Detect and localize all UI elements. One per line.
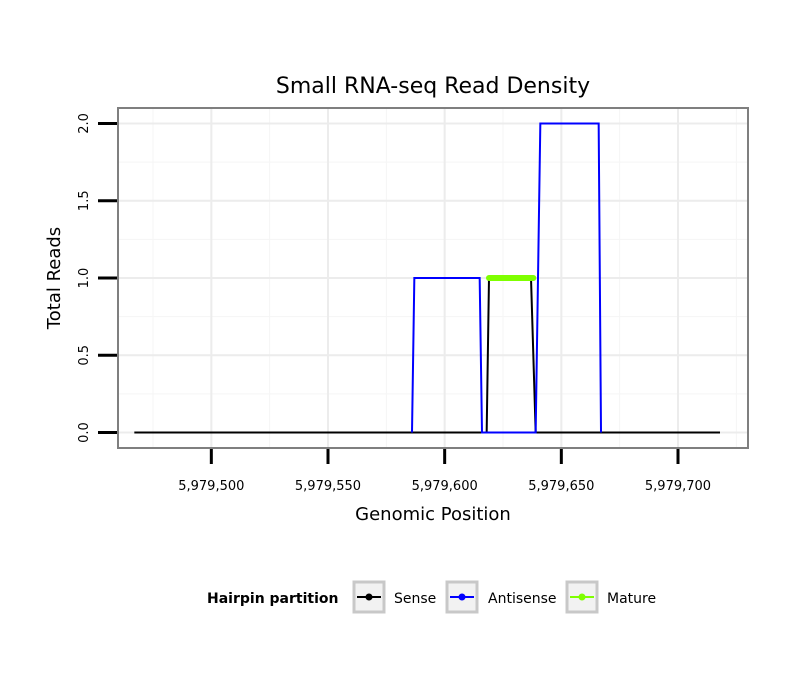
x-tick-label: 5,979,550 — [295, 479, 361, 494]
y-tick-label: 2.0 — [77, 113, 92, 134]
legend-item-mature: Mature — [565, 580, 656, 614]
y-axis: 0.0 0.5 1.0 1.5 2.0 — [77, 113, 118, 443]
panel-border — [117, 107, 749, 449]
x-axis-title: Genomic Position — [355, 504, 511, 525]
legend-label: Sense — [394, 591, 436, 607]
x-tick-label: 5,979,700 — [645, 479, 711, 494]
legend-label: Antisense — [488, 591, 557, 607]
series-line-antisense — [411, 122, 602, 434]
legend-title: Hairpin partition — [207, 591, 338, 607]
x-axis: 5,979,500 5,979,550 5,979,600 5,979,650 5,97… — [178, 448, 711, 494]
y-tick-label: 1.5 — [77, 190, 92, 211]
legend-label: Mature — [607, 591, 656, 607]
legend-item-sense: Sense — [352, 580, 436, 614]
x-tick-label: 5,979,500 — [178, 479, 244, 494]
legend-item-antisense: Antisense — [445, 580, 557, 614]
y-tick-label: 1.0 — [77, 268, 92, 289]
series-layer — [134, 122, 720, 434]
legend: Hairpin partition Sense Antisense Mature — [207, 580, 656, 614]
y-tick-label: 0.5 — [77, 345, 92, 366]
legend-key-dot — [365, 593, 373, 601]
x-tick-label: 5,979,650 — [528, 479, 594, 494]
legend-key-dot — [458, 593, 466, 601]
chart-title: Small RNA-seq Read Density — [276, 74, 590, 99]
y-axis-title: Total Reads — [44, 227, 65, 330]
x-tick-label: 5,979,600 — [412, 479, 478, 494]
y-tick-label: 0.0 — [77, 422, 92, 443]
legend-key-dot — [578, 593, 586, 601]
